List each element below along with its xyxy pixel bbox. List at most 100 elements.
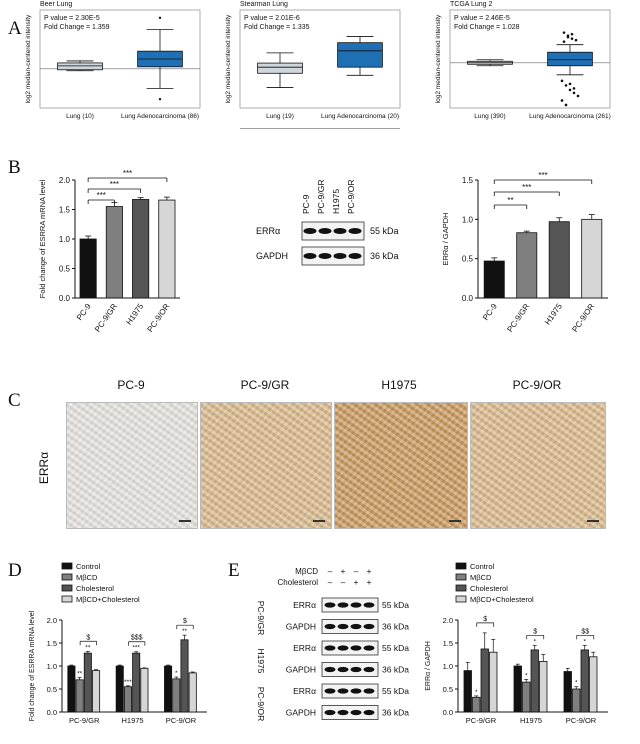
- blot-band: [363, 666, 375, 673]
- blot-row-label: GAPDH: [286, 622, 316, 632]
- legend-label: Control: [76, 562, 101, 571]
- x-tick-label: PC-9/OR: [146, 302, 172, 334]
- blot-strip: [321, 683, 379, 699]
- bracket-label: $: [86, 634, 90, 641]
- treatment-label: Cholesterol: [278, 578, 319, 587]
- outlier-point: [568, 82, 572, 86]
- bar-significance: *: [533, 638, 536, 645]
- bar: [92, 670, 101, 713]
- y-tick-label: 1.5: [443, 639, 453, 648]
- stat-pvalue: P value = 2.01E-6: [244, 15, 300, 22]
- x-tick-label: PC-9/OR: [570, 302, 596, 334]
- box: [337, 42, 383, 68]
- blot-band: [333, 253, 347, 259]
- blot-band: [337, 645, 349, 651]
- y-axis-label: Fold change of ESRRA mRNA level: [29, 610, 36, 721]
- bar: [132, 199, 150, 299]
- blot-size-label: 36 kDa: [382, 665, 409, 675]
- y-tick-label: 0.5: [59, 265, 71, 274]
- y-axis-label: ERRα / GAPDH: [441, 212, 450, 265]
- y-tick-label: 1.5: [462, 176, 474, 185]
- box: [257, 62, 303, 74]
- bar-significance: **: [77, 671, 83, 678]
- blot-strip: [321, 597, 379, 613]
- blot-strip: [321, 640, 379, 656]
- bar: [83, 652, 92, 713]
- blot-band: [363, 709, 375, 716]
- outlier-point: [572, 87, 576, 90]
- bar: [516, 232, 538, 299]
- y-tick-label: 1.5: [47, 639, 57, 648]
- treatment-sign: +: [341, 566, 346, 576]
- plot-frame: [39, 9, 201, 109]
- blot-size-label: 36 kDa: [370, 251, 399, 261]
- outlier-point: [574, 38, 578, 42]
- outlier-point: [570, 37, 574, 40]
- blot-band: [350, 602, 362, 608]
- blot-size-label: 55 kDa: [370, 226, 399, 236]
- blot-band: [348, 228, 362, 234]
- ihc-image-pc9-or: [470, 402, 606, 529]
- scale-bar: [449, 520, 461, 522]
- bracket-label: $: [183, 618, 187, 625]
- bar: [572, 688, 581, 713]
- y-tick-label: 1.0: [59, 235, 71, 244]
- legend-label: MβCD+Cholesterol: [76, 595, 140, 604]
- blot-strip: [301, 246, 365, 266]
- outlier-point: [566, 35, 570, 39]
- y-tick-label: 0.0: [462, 294, 474, 303]
- plot-frame: [239, 9, 401, 109]
- scale-bar: [313, 520, 325, 522]
- legend-swatch: [455, 595, 467, 603]
- category-label: Lung (19): [266, 113, 294, 120]
- category-label: Lung Adenocarcinoma (20): [321, 113, 399, 120]
- legend-swatch: [455, 573, 467, 581]
- bar: [530, 649, 539, 713]
- blot-band: [363, 645, 375, 651]
- blot-row-label: GAPDH: [256, 251, 288, 261]
- blot-row-label: GAPDH: [286, 708, 316, 718]
- legend-swatch: [455, 562, 467, 570]
- y-axis-label: log2 median-centered intensity: [225, 14, 232, 103]
- blot-strip: [321, 619, 379, 634]
- bar: [67, 665, 76, 713]
- blot-row-label: ERRα: [293, 643, 316, 653]
- treatment-sign: –: [328, 577, 333, 587]
- bar: [539, 661, 548, 713]
- ihc-title-1: PC-9: [117, 378, 145, 392]
- blot-size-label: 55 kDa: [382, 643, 409, 653]
- bar-significance: *: [475, 689, 478, 696]
- blot-size-label: 55 kDa: [382, 600, 409, 610]
- panel-letter-d: D: [8, 560, 22, 581]
- panel-letter-a: A: [8, 18, 22, 39]
- treatment-sign: –: [354, 566, 359, 576]
- bar: [140, 667, 149, 713]
- blot-band: [337, 623, 349, 630]
- blot-band: [350, 623, 362, 630]
- blot-size-label: 36 kDa: [382, 622, 409, 632]
- box: [57, 62, 103, 71]
- bar: [158, 199, 176, 299]
- legend-label: Cholesterol: [76, 584, 114, 593]
- y-tick-label: 0.5: [47, 685, 57, 694]
- blot-band: [318, 228, 332, 234]
- y-axis-label: Fold change of ESRRA mRNA level: [38, 179, 47, 298]
- blot-band: [337, 666, 349, 673]
- y-tick-label: 2.0: [443, 616, 453, 625]
- y-tick-label: 0.0: [443, 708, 453, 717]
- bar: [188, 672, 197, 713]
- treatment-sign: –: [328, 566, 333, 576]
- blot-band: [337, 709, 349, 716]
- blot-band: [303, 228, 317, 234]
- bar: [472, 696, 481, 713]
- blot-band: [324, 623, 336, 630]
- blot-band: [303, 253, 317, 259]
- blot-strip: [321, 705, 379, 720]
- ihc-image-pc9: [66, 402, 198, 529]
- y-tick-label: 1.0: [443, 662, 453, 671]
- blot-band: [348, 253, 362, 259]
- bracket-label: $$$: [131, 635, 143, 642]
- ihc-image-pc9-gr: [200, 402, 332, 529]
- bar-significance: *: [175, 670, 178, 677]
- y-tick-label: 1.0: [462, 215, 474, 224]
